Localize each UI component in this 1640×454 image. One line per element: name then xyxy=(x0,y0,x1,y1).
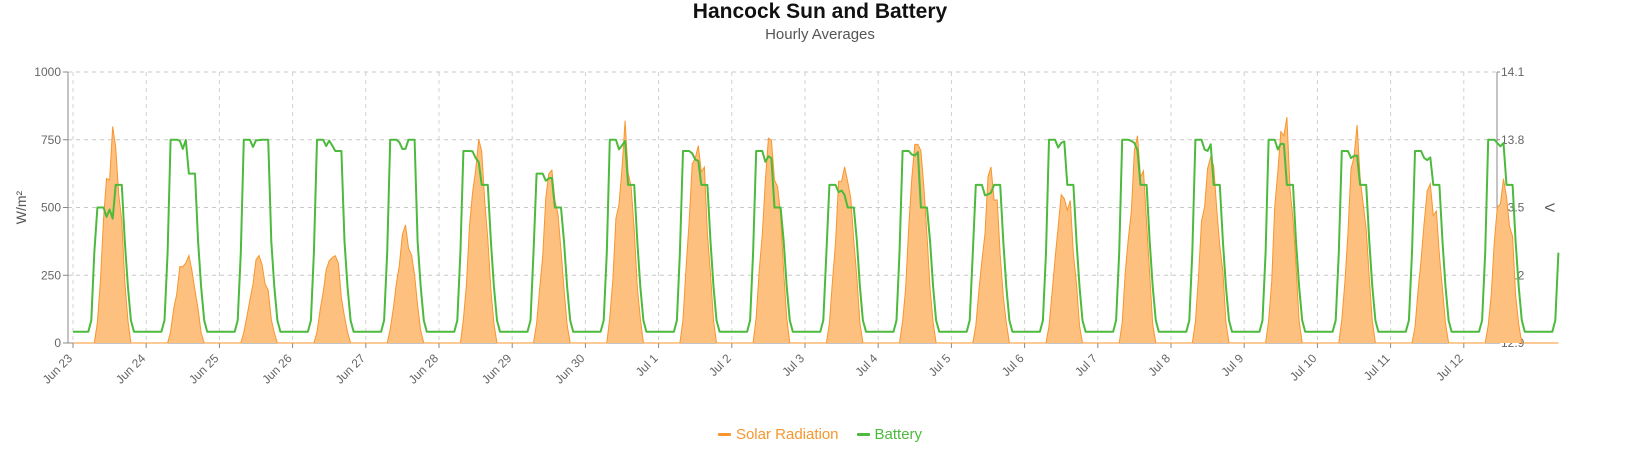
x-tick-label: Jun 26 xyxy=(259,351,295,387)
y-left-tick-label: 250 xyxy=(41,268,61,282)
solar-radiation-line xyxy=(73,117,1559,344)
legend: Solar Radiation Battery xyxy=(0,426,1640,443)
legend-item-battery[interactable]: Battery xyxy=(856,426,923,443)
x-tick-label: Jun 23 xyxy=(40,351,76,387)
solar-radiation-swatch-icon xyxy=(717,433,731,436)
x-tick-label: Jun 27 xyxy=(333,351,369,387)
y-left-tick-label: 1000 xyxy=(34,65,61,79)
y-right-tick-label: 13.8 xyxy=(1501,133,1525,147)
legend-item-solar-radiation[interactable]: Solar Radiation xyxy=(717,426,839,443)
y-right-axis-title: V xyxy=(1542,203,1558,213)
x-tick-label: Jul 4 xyxy=(852,351,880,379)
x-tick-label: Jun 28 xyxy=(406,351,442,387)
y-left-tick-label: 750 xyxy=(41,133,61,147)
x-tick-label: Jul 12 xyxy=(1433,351,1466,384)
x-tick-label: Jun 24 xyxy=(113,351,149,387)
legend-label-battery: Battery xyxy=(874,426,923,443)
chart-subtitle: Hourly Averages xyxy=(765,26,875,43)
x-tick-label: Jul 7 xyxy=(1072,351,1100,379)
y-right-tick-label: 14.1 xyxy=(1501,65,1525,79)
x-tick-label: Jul 1 xyxy=(633,351,661,379)
legend-label-solar-radiation: Solar Radiation xyxy=(735,426,839,443)
x-tick-label: Jul 2 xyxy=(706,351,734,379)
x-tick-label: Jul 10 xyxy=(1287,351,1320,384)
battery-swatch-icon xyxy=(856,433,870,436)
battery-line xyxy=(73,138,1560,333)
x-tick-label: Jul 8 xyxy=(1145,351,1173,379)
x-tick-label: Jul 3 xyxy=(779,351,807,379)
x-tick-label: Jun 25 xyxy=(186,351,222,387)
chart-title: Hancock Sun and Battery xyxy=(692,0,948,23)
y-left-axis-title: W/m² xyxy=(13,190,29,224)
y-left-tick-label: 0 xyxy=(54,336,61,350)
x-tick-label: Jul 9 xyxy=(1218,351,1246,379)
x-tick-label: Jul 5 xyxy=(926,351,954,379)
y-left-tick-label: 500 xyxy=(41,201,61,215)
x-tick-label: Jul 6 xyxy=(999,351,1027,379)
x-tick-label: Jun 29 xyxy=(479,351,515,387)
x-tick-label: Jun 30 xyxy=(552,351,588,387)
x-tick-label: Jul 11 xyxy=(1361,351,1393,383)
